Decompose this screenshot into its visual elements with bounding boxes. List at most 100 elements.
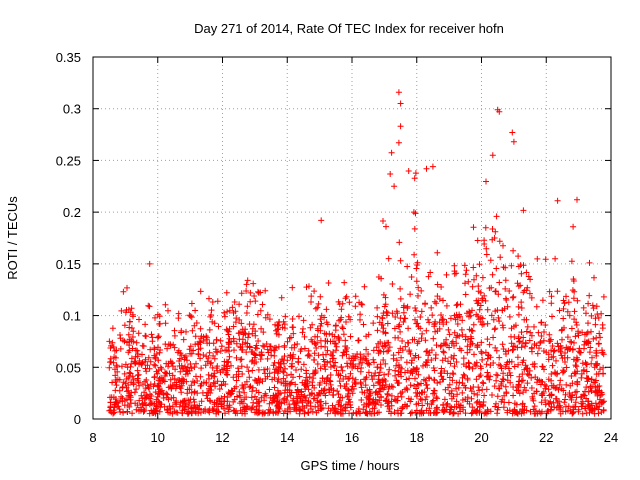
- data-point: [287, 380, 294, 387]
- data-point: [167, 376, 174, 383]
- data-point: [453, 379, 460, 386]
- data-point: [237, 356, 244, 363]
- data-point: [516, 338, 523, 345]
- data-point: [341, 279, 348, 286]
- data-point: [116, 406, 123, 413]
- data-point: [428, 357, 435, 363]
- data-point: [186, 400, 193, 406]
- data-point: [278, 356, 285, 363]
- data-point: [375, 376, 382, 383]
- data-point: [256, 402, 263, 409]
- data-point: [333, 367, 340, 374]
- data-point: [152, 362, 159, 369]
- data-point: [558, 345, 565, 352]
- data-point: [398, 365, 405, 372]
- data-point: [393, 377, 400, 384]
- data-point: [230, 323, 237, 330]
- data-point: [251, 351, 258, 358]
- data-point: [522, 343, 528, 350]
- data-point: [528, 294, 535, 301]
- data-point: [509, 129, 516, 136]
- data-point: [504, 409, 511, 416]
- data-point: [195, 350, 202, 357]
- data-point: [487, 354, 494, 361]
- data-point: [142, 356, 149, 363]
- data-point: [433, 300, 440, 307]
- data-point: [540, 348, 547, 354]
- data-point: [574, 297, 581, 304]
- data-point: [110, 344, 117, 350]
- data-point: [432, 355, 439, 362]
- data-point: [244, 303, 251, 310]
- data-point: [571, 339, 577, 346]
- data-point: [313, 345, 320, 351]
- data-point: [357, 311, 364, 318]
- data-point: [427, 409, 434, 416]
- data-point: [479, 379, 486, 386]
- data-point: [383, 308, 390, 315]
- data-point: [262, 370, 268, 377]
- data-point: [203, 392, 210, 399]
- data-point: [459, 380, 466, 387]
- data-point: [545, 351, 552, 358]
- data-point: [191, 399, 198, 405]
- data-point: [384, 320, 391, 327]
- data-point: [117, 345, 124, 352]
- data-point: [335, 399, 342, 406]
- data-point: [510, 384, 517, 390]
- data-point: [382, 301, 389, 308]
- data-point: [440, 297, 446, 304]
- data-point: [323, 306, 330, 313]
- data-point: [548, 403, 555, 410]
- data-point: [138, 392, 145, 399]
- data-point: [570, 404, 577, 411]
- data-point: [311, 384, 318, 391]
- data-point: [191, 389, 198, 396]
- data-point: [402, 401, 408, 408]
- data-point: [396, 239, 403, 246]
- data-point: [216, 386, 223, 392]
- data-point: [276, 399, 283, 406]
- data-point: [378, 321, 385, 328]
- data-point: [283, 372, 290, 379]
- data-point: [372, 370, 379, 376]
- data-point: [573, 322, 580, 328]
- data-point: [192, 307, 199, 314]
- data-point: [197, 382, 204, 389]
- data-point: [113, 382, 120, 389]
- data-point: [135, 330, 142, 337]
- data-point: [506, 369, 513, 376]
- data-point: [486, 341, 493, 348]
- data-point: [325, 386, 332, 393]
- data-point: [448, 395, 455, 402]
- data-point: [376, 379, 383, 386]
- data-point: [451, 268, 458, 275]
- data-point: [520, 262, 527, 269]
- data-point: [466, 326, 473, 333]
- data-point: [537, 338, 544, 345]
- data-point: [221, 313, 228, 320]
- data-point: [434, 409, 441, 416]
- data-point: [586, 292, 593, 299]
- data-point: [352, 293, 359, 300]
- y-tick-label: 0.3: [63, 102, 81, 117]
- data-point: [443, 302, 450, 309]
- data-point: [183, 353, 189, 359]
- data-point: [438, 365, 445, 372]
- data-point: [176, 383, 183, 390]
- data-point: [171, 327, 178, 334]
- data-point: [364, 360, 371, 367]
- data-point: [496, 354, 503, 361]
- data-point: [251, 293, 258, 299]
- data-point: [151, 408, 158, 415]
- data-point: [226, 348, 232, 355]
- data-point: [462, 271, 469, 278]
- data-point: [231, 299, 238, 305]
- data-point: [440, 348, 447, 355]
- data-point: [124, 364, 131, 371]
- data-point: [492, 308, 499, 315]
- data-point: [539, 363, 546, 370]
- data-point: [241, 330, 248, 336]
- data-point: [480, 321, 487, 328]
- data-point: [275, 405, 282, 412]
